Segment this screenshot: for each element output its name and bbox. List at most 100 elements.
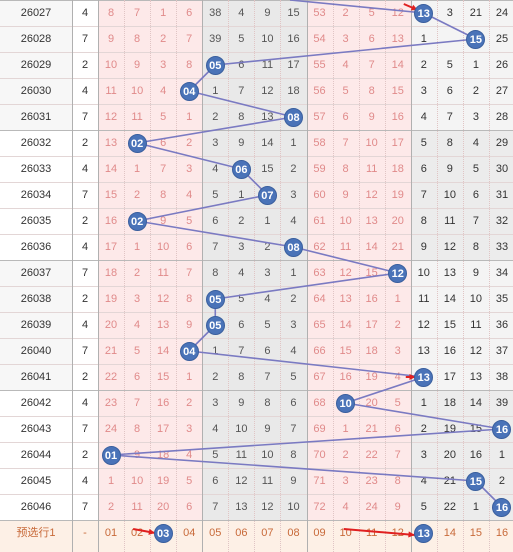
number-cell: 3 [124, 286, 151, 312]
predict-number-cell[interactable]: 06 [235, 527, 248, 539]
number-cell: 9 [436, 156, 463, 182]
predict-number-cell[interactable]: 11 [365, 527, 378, 539]
column-divider [436, 0, 438, 552]
number-cell: 38 [488, 364, 513, 390]
number-cell [436, 26, 463, 52]
predict-number-cell[interactable]: 16 [495, 527, 509, 539]
number-cell: 4 [410, 104, 437, 130]
number-cell: 9 [124, 52, 151, 78]
number-cell: 14 [462, 390, 489, 416]
number-cell: 2 [228, 208, 255, 234]
number-cell: 70 [306, 442, 333, 468]
number-cell: 3 [228, 234, 255, 260]
number-cell: 10 [462, 286, 489, 312]
predict-number-cell[interactable]: 12 [391, 527, 404, 539]
predict-ball[interactable]: 03 [153, 523, 173, 543]
number-cell: 10 [150, 234, 177, 260]
number-cell: 21 [358, 416, 385, 442]
number-cell: 9 [332, 182, 359, 208]
predict-number-cell[interactable]: 10 [339, 527, 352, 539]
issue-number: 26031 [0, 104, 72, 130]
number-cell: 9 [254, 0, 281, 26]
predict-number-cell[interactable]: 05 [209, 527, 222, 539]
number-cell: 1 [98, 468, 125, 494]
number-cell: 15 [436, 312, 463, 338]
number-cell: 12 [254, 78, 281, 104]
issue-number: 26035 [0, 208, 72, 234]
number-cell: 4 [176, 182, 203, 208]
predict-number-cell[interactable]: 07 [261, 527, 274, 539]
number-cell: 16 [280, 26, 307, 52]
number-cell: 26 [488, 52, 513, 78]
lottery-ball: 16 [492, 419, 512, 439]
number-cell: 30 [488, 156, 513, 182]
number-cell: 3 [202, 130, 229, 156]
issue-number: 26036 [0, 234, 72, 260]
mod-value: 4 [72, 234, 98, 260]
number-cell: 54 [306, 26, 333, 52]
number-cell: 4 [332, 494, 359, 520]
mod-value: 7 [72, 104, 98, 130]
lottery-ball: 08 [283, 107, 303, 127]
number-cell: 21 [436, 468, 463, 494]
number-cell: 33 [488, 234, 513, 260]
number-cell: 24 [358, 494, 385, 520]
issue-number: 26043 [0, 416, 72, 442]
number-cell: 3 [150, 52, 177, 78]
issue-number: 26040 [0, 338, 72, 364]
predict-number-cell[interactable]: 02 [130, 527, 144, 539]
predict-number-cell[interactable]: 01 [104, 527, 118, 539]
number-cell: 4 [124, 312, 151, 338]
number-cell: 63 [306, 260, 333, 286]
row-divider [0, 260, 513, 261]
lottery-ball: 15 [466, 29, 486, 49]
column-divider [358, 0, 360, 552]
number-cell: 11 [124, 104, 151, 130]
predict-number-cell[interactable]: 04 [183, 527, 196, 539]
issue-number: 26029 [0, 52, 72, 78]
number-cell: 6 [176, 234, 203, 260]
number-cell: 6 [462, 182, 489, 208]
number-cell: 16 [462, 442, 489, 468]
issue-number: 26027 [0, 0, 72, 26]
number-cell: 7 [436, 104, 463, 130]
number-cell: 1 [150, 0, 177, 26]
number-cell: 23 [358, 468, 385, 494]
number-cell: 8 [150, 182, 177, 208]
number-cell: 60 [306, 182, 333, 208]
predict-number-cell[interactable]: 14 [443, 527, 456, 539]
number-cell: 13 [98, 130, 125, 156]
number-cell: 1 [176, 364, 203, 390]
predict-ball[interactable]: 13 [414, 523, 434, 543]
number-cell: 13 [150, 312, 177, 338]
number-cell: 18 [384, 156, 411, 182]
number-cell: 16 [98, 208, 125, 234]
number-cell: 25 [488, 26, 513, 52]
lottery-ball: 10 [336, 393, 356, 413]
number-cell: 8 [228, 104, 255, 130]
number-cell: 35 [488, 286, 513, 312]
number-cell: 1 [384, 286, 411, 312]
number-cell: 17 [358, 312, 385, 338]
number-cell: 29 [488, 130, 513, 156]
column-divider [280, 0, 282, 552]
number-cell: 7 [358, 52, 385, 78]
predict-number-cell[interactable]: 09 [313, 527, 326, 539]
number-cell: 8 [436, 130, 463, 156]
number-cell: 2 [332, 0, 359, 26]
number-cell: 2 [410, 416, 437, 442]
lottery-ball: 07 [257, 185, 277, 205]
predict-number-cell[interactable]: 08 [287, 527, 300, 539]
issue-number: 26037 [0, 260, 72, 286]
number-cell: 55 [306, 52, 333, 78]
number-cell: 16 [358, 286, 385, 312]
number-cell: 1 [280, 130, 307, 156]
number-cell: 3 [202, 390, 229, 416]
lottery-ball: 06 [231, 159, 251, 179]
number-cell: 6 [202, 208, 229, 234]
number-cell: 2 [280, 156, 307, 182]
number-cell: 8 [410, 208, 437, 234]
predict-number-cell[interactable]: 15 [469, 527, 483, 539]
number-cell: 12 [384, 0, 411, 26]
number-cell: 12 [150, 286, 177, 312]
